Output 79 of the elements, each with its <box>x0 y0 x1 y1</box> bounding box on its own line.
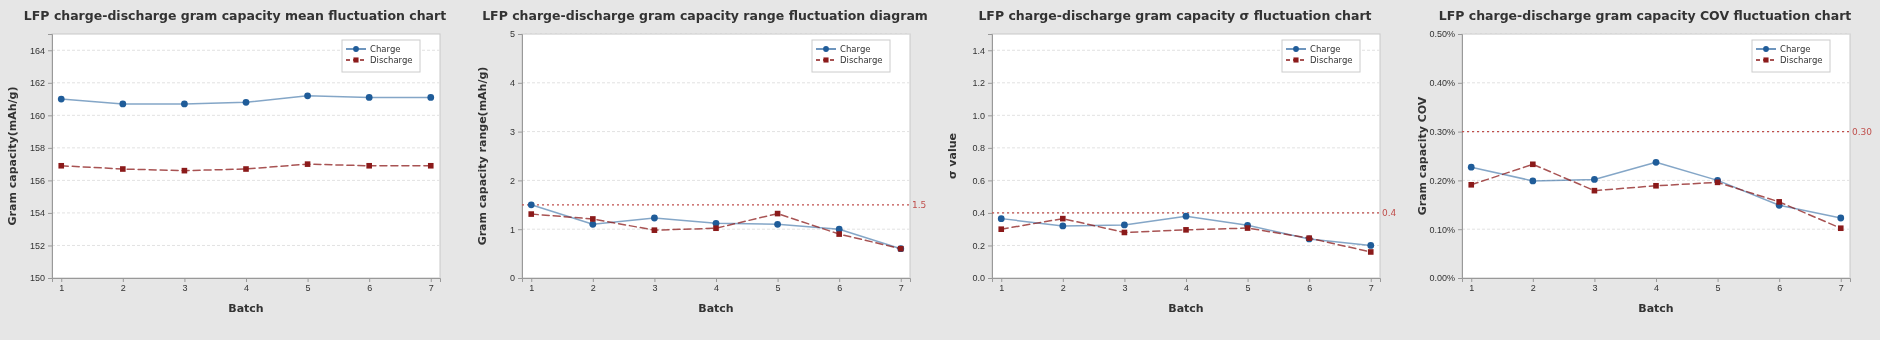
x-tick-label: 7 <box>1368 283 1374 294</box>
ref-line-label: 1.5 <box>912 199 927 210</box>
x-tick-label: 5 <box>305 283 311 294</box>
x-axis-title: Batch <box>1168 302 1204 315</box>
x-tick-label: 4 <box>1183 283 1190 294</box>
x-tick-label: 4 <box>713 283 720 294</box>
ref-line-label: 0.30 <box>1852 126 1873 137</box>
y-tick-label: 0.8 <box>972 143 985 154</box>
y-tick-label: 3 <box>509 126 515 137</box>
y-tick-label: 164 <box>29 45 45 56</box>
y-axis-title: Gram capacity COV <box>1416 96 1429 216</box>
y-tick-label: 160 <box>29 110 45 121</box>
y-tick-label: 0.4 <box>972 208 985 219</box>
ref-line-label: 0.4 <box>1382 207 1397 218</box>
legend-label: Discharge <box>840 55 883 65</box>
y-tick-label: 162 <box>29 78 45 89</box>
y-tick-label: 0.10% <box>1429 224 1455 235</box>
x-tick-label: 2 <box>120 283 126 294</box>
x-tick-label: 4 <box>1653 283 1660 294</box>
x-tick-label: 3 <box>1592 283 1598 294</box>
legend-label: Charge <box>840 44 871 54</box>
y-tick-label: 0 <box>509 273 515 284</box>
x-tick-label: 5 <box>1245 283 1251 294</box>
y-tick-label: 0.6 <box>972 175 985 186</box>
y-tick-label: 0.40% <box>1429 78 1455 89</box>
y-tick-label: 2 <box>509 175 515 186</box>
x-tick-label: 7 <box>1838 283 1844 294</box>
x-tick-label: 1 <box>1469 283 1475 294</box>
y-axis-title: σ value <box>946 132 959 180</box>
x-tick-label: 1 <box>529 283 535 294</box>
chart-title: LFP charge-discharge gram capacity mean fluctuation chart <box>23 8 447 23</box>
y-tick-label: 1.4 <box>972 45 985 56</box>
y-tick-label: 152 <box>29 240 45 251</box>
y-tick-label: 0.0 <box>972 273 985 284</box>
legend-label: Discharge <box>1310 55 1353 65</box>
y-tick-label: 1.2 <box>972 78 985 89</box>
y-tick-label: 5 <box>509 29 515 40</box>
x-tick-label: 2 <box>590 283 596 294</box>
legend-label: Charge <box>1780 44 1811 54</box>
y-tick-label: 0.00% <box>1429 273 1455 284</box>
x-tick-label: 6 <box>1307 283 1313 294</box>
y-axis-title: Gram capacity range(mAh/g) <box>476 66 489 246</box>
x-tick-label: 7 <box>898 283 904 294</box>
x-axis-title: Batch <box>1638 302 1674 315</box>
legend-label: Discharge <box>370 55 413 65</box>
x-axis-title: Batch <box>228 302 264 315</box>
x-tick-label: 2 <box>1060 283 1066 294</box>
y-tick-label: 0.30% <box>1429 126 1455 137</box>
x-tick-label: 3 <box>652 283 658 294</box>
x-tick-label: 6 <box>367 283 373 294</box>
chart-title: LFP charge-discharge gram capacity COV fluctuation chart <box>1438 8 1852 23</box>
x-tick-label: 6 <box>1777 283 1783 294</box>
y-tick-label: 156 <box>29 175 45 186</box>
y-tick-label: 1.0 <box>972 110 985 121</box>
chart-title: LFP charge-discharge gram capacity σ fluctuation chart <box>978 8 1372 23</box>
x-tick-label: 5 <box>775 283 781 294</box>
legend-label: Discharge <box>1780 55 1823 65</box>
x-tick-label: 1 <box>999 283 1005 294</box>
x-tick-label: 3 <box>182 283 188 294</box>
x-tick-label: 6 <box>837 283 843 294</box>
legend-label: Charge <box>370 44 401 54</box>
y-axis-title: Gram capacity(mAh/g) <box>6 86 19 226</box>
x-tick-label: 7 <box>428 283 434 294</box>
x-tick-label: 1 <box>59 283 65 294</box>
x-tick-label: 2 <box>1530 283 1536 294</box>
y-tick-label: 0.50% <box>1429 29 1455 40</box>
legend-label: Charge <box>1310 44 1341 54</box>
x-tick-label: 3 <box>1122 283 1128 294</box>
y-tick-label: 158 <box>29 143 45 154</box>
y-tick-label: 4 <box>509 78 515 89</box>
y-tick-label: 150 <box>29 273 45 284</box>
chart-title: LFP charge-discharge gram capacity range fluctuation diagram <box>482 8 928 23</box>
y-tick-label: 1 <box>509 224 515 235</box>
y-tick-label: 0.20% <box>1429 175 1455 186</box>
y-tick-label: 0.2 <box>972 240 985 251</box>
x-tick-label: 4 <box>243 283 250 294</box>
y-tick-label: 154 <box>29 208 45 219</box>
x-tick-label: 5 <box>1715 283 1721 294</box>
x-axis-title: Batch <box>698 302 734 315</box>
